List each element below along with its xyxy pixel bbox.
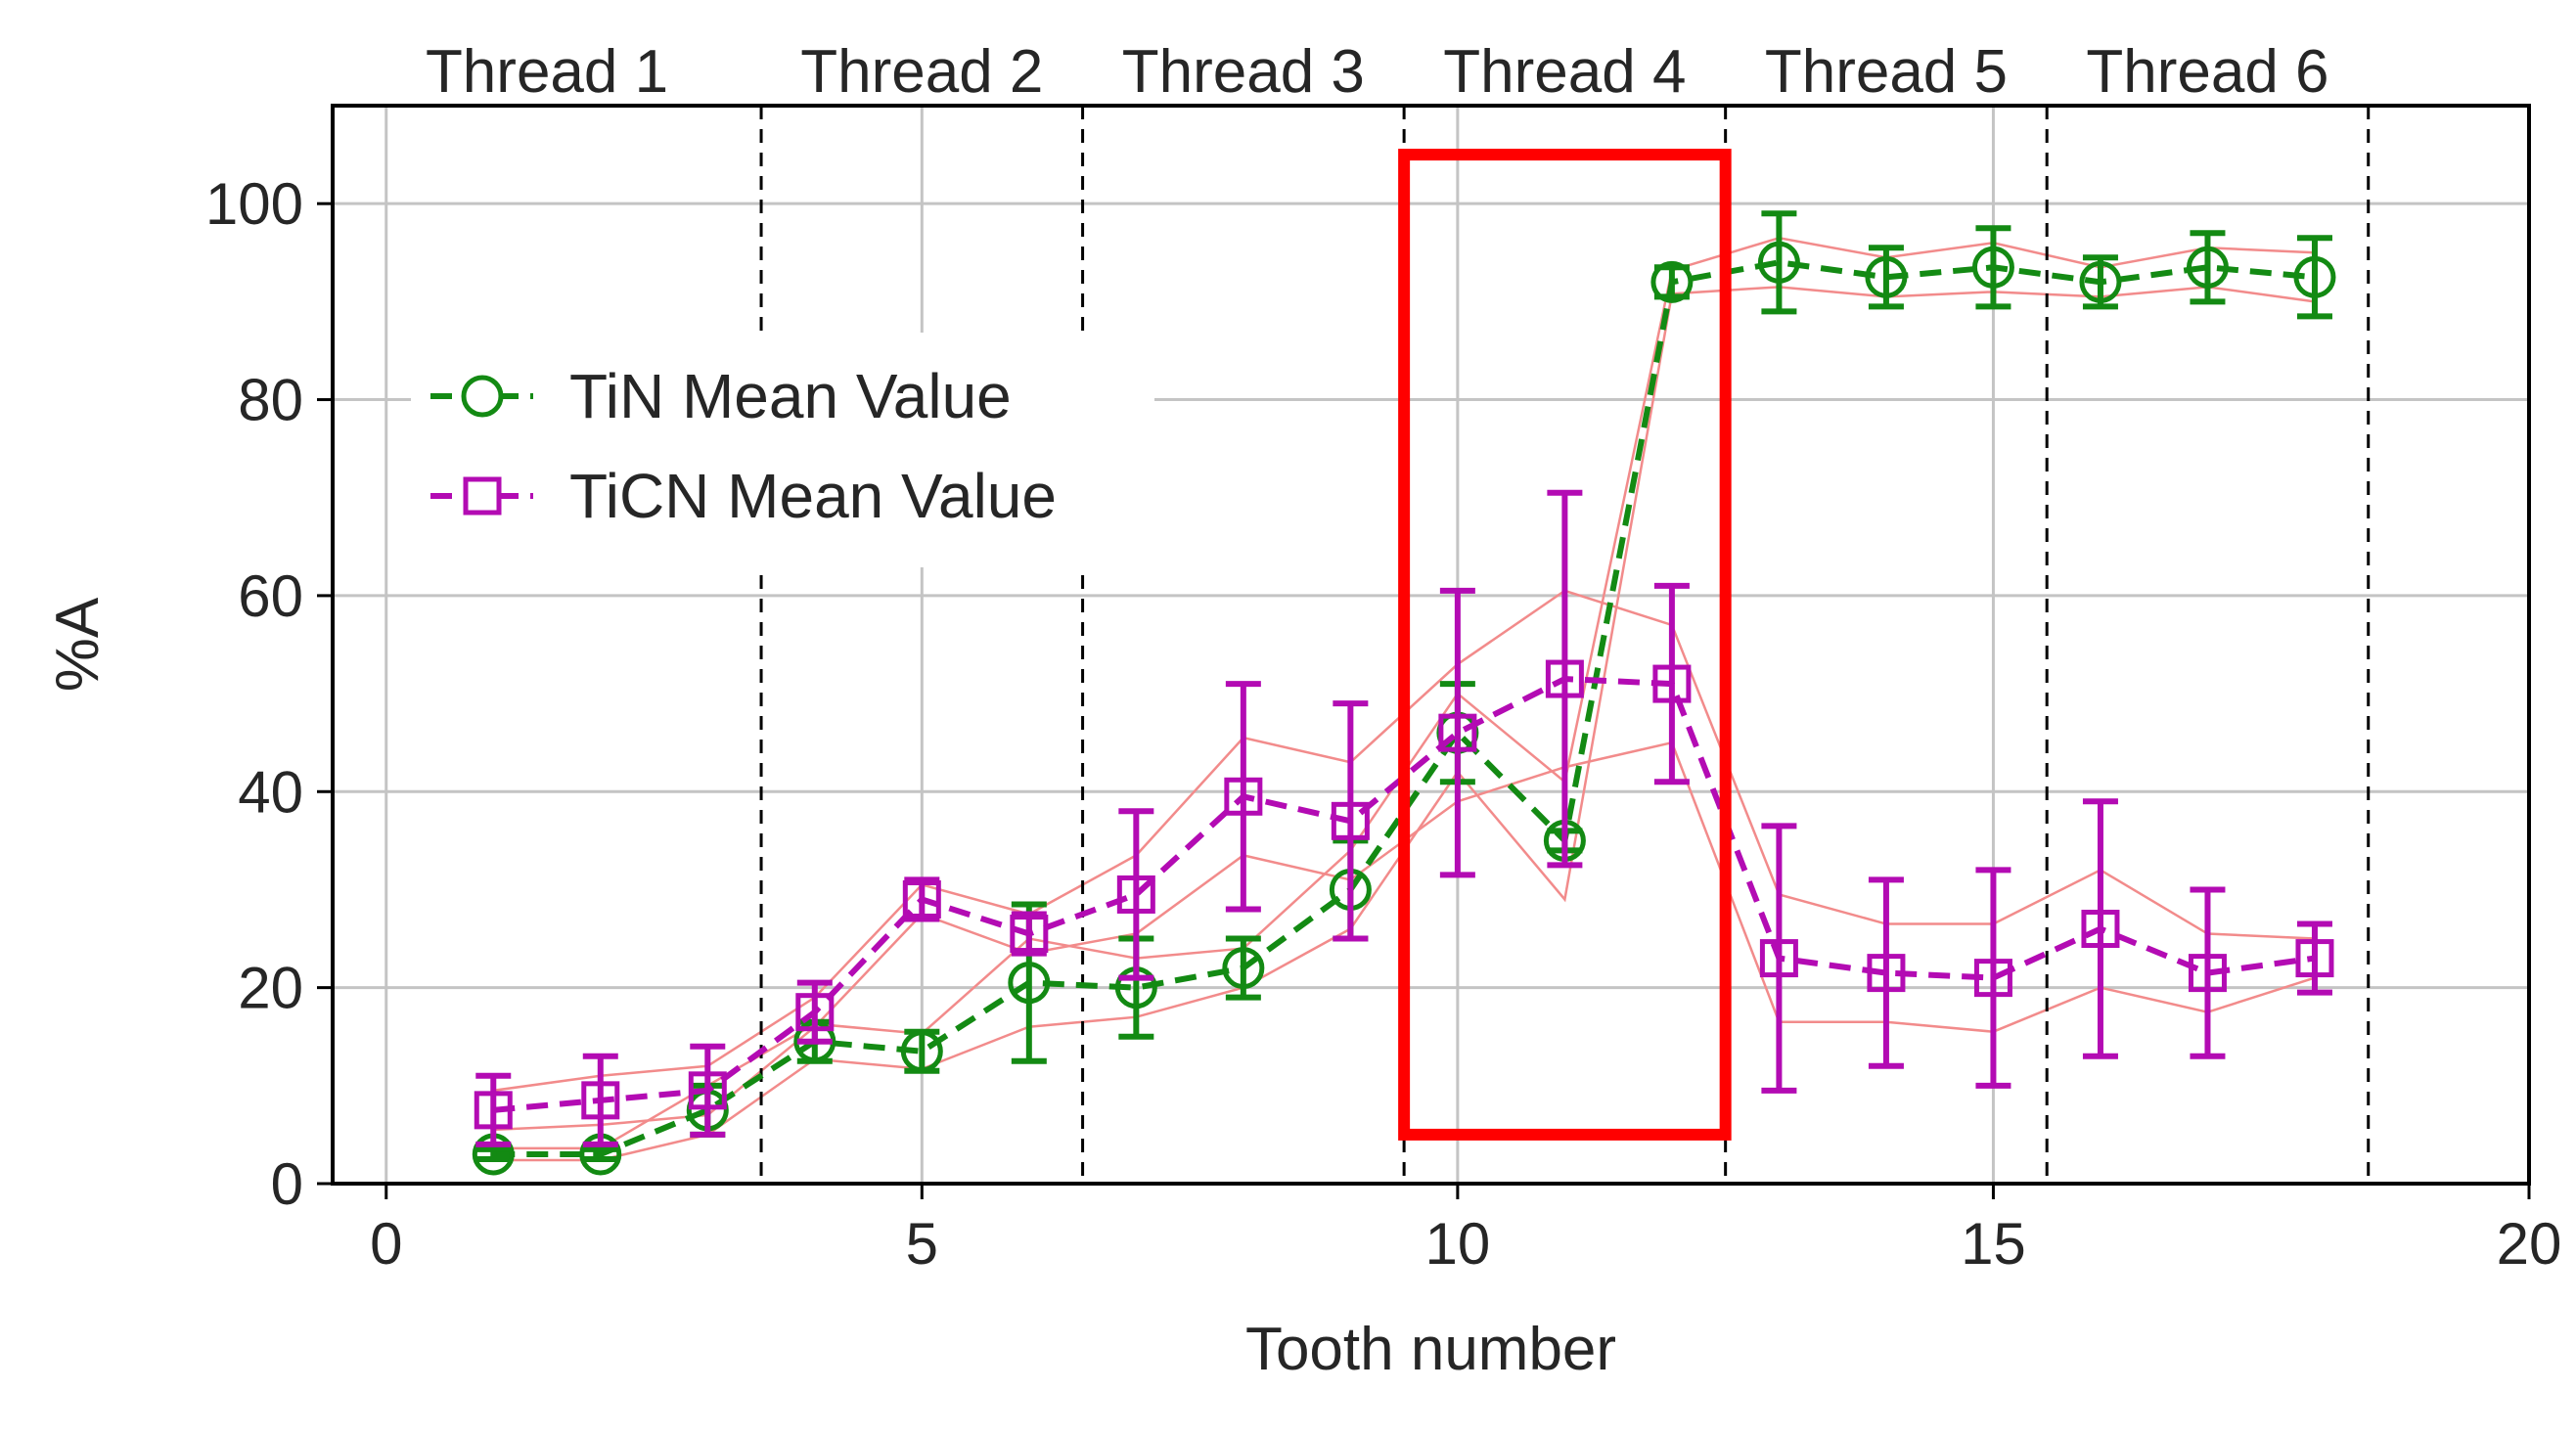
x-tick-label: 10 bbox=[1425, 1211, 1491, 1277]
data-point bbox=[1650, 260, 1694, 303]
data-point bbox=[795, 993, 835, 1032]
thread-labels: Thread 1 Thread 2 Thread 3 Thread 4 Thread 5… bbox=[426, 38, 2329, 106]
y-tick-label: 40 bbox=[238, 759, 303, 825]
data-point bbox=[1116, 875, 1155, 914]
data-point bbox=[2081, 910, 2120, 949]
x-tick-label: 20 bbox=[2497, 1211, 2562, 1277]
legend-marker bbox=[461, 375, 504, 418]
legend-label: TiN Mean Value bbox=[569, 361, 1012, 431]
plot-frame bbox=[331, 104, 2531, 1186]
data-point bbox=[581, 1081, 620, 1120]
thread-label: Thread 6 bbox=[2086, 38, 2328, 106]
y-tick-label: 80 bbox=[238, 368, 303, 433]
y-tick-label: 100 bbox=[205, 171, 303, 237]
data-point bbox=[1222, 947, 1265, 990]
y-tick-label: 20 bbox=[238, 956, 303, 1021]
data-point bbox=[2188, 954, 2227, 993]
thread-label: Thread 1 bbox=[426, 38, 668, 106]
data-point bbox=[2293, 255, 2336, 298]
data-point bbox=[1759, 939, 1798, 978]
data-point bbox=[2079, 260, 2122, 303]
y-tick-label: 0 bbox=[271, 1151, 303, 1217]
data-point bbox=[1331, 801, 1370, 840]
y-tick-label: 60 bbox=[238, 563, 303, 629]
thread-label: Thread 5 bbox=[1765, 38, 2008, 106]
data-point bbox=[902, 879, 941, 919]
data-point bbox=[1224, 777, 1263, 816]
highlight-box bbox=[1398, 149, 1732, 1141]
legend-label: TiCN Mean Value bbox=[569, 461, 1057, 531]
data-point bbox=[1971, 246, 2014, 289]
legend-marker bbox=[463, 476, 502, 516]
y-axis-title: %A bbox=[44, 597, 112, 692]
x-tick-label: 0 bbox=[370, 1211, 402, 1277]
data-point bbox=[1973, 959, 2012, 998]
data-point bbox=[1757, 241, 1800, 284]
highlight-layer bbox=[1398, 149, 1732, 1141]
legend: TiN Mean Value TiCN Mean Value bbox=[411, 333, 1154, 567]
data-point bbox=[900, 1030, 943, 1073]
data-point bbox=[1652, 664, 1692, 703]
x-tick-label: 15 bbox=[1961, 1211, 2026, 1277]
series-layer bbox=[472, 210, 2336, 1176]
data-point bbox=[474, 1091, 513, 1130]
legend-background bbox=[411, 333, 1154, 567]
thread-label: Thread 2 bbox=[800, 38, 1043, 106]
data-point bbox=[1008, 962, 1051, 1005]
axis-ticks: 0 5 10 15 20 0 20 40 60 80 100 bbox=[205, 171, 2561, 1277]
x-tick-label: 5 bbox=[906, 1211, 938, 1277]
data-point bbox=[1010, 915, 1049, 954]
thread-label: Thread 3 bbox=[1122, 38, 1365, 106]
data-point bbox=[2295, 939, 2334, 978]
thread-label: Thread 4 bbox=[1443, 38, 1686, 106]
data-point bbox=[1867, 954, 1906, 993]
data-point bbox=[1865, 255, 1908, 298]
data-point bbox=[1438, 713, 1477, 752]
data-point bbox=[688, 1071, 727, 1110]
data-point bbox=[1545, 659, 1584, 698]
x-axis-title: Tooth number bbox=[1245, 1316, 1616, 1383]
data-point bbox=[2186, 246, 2229, 289]
